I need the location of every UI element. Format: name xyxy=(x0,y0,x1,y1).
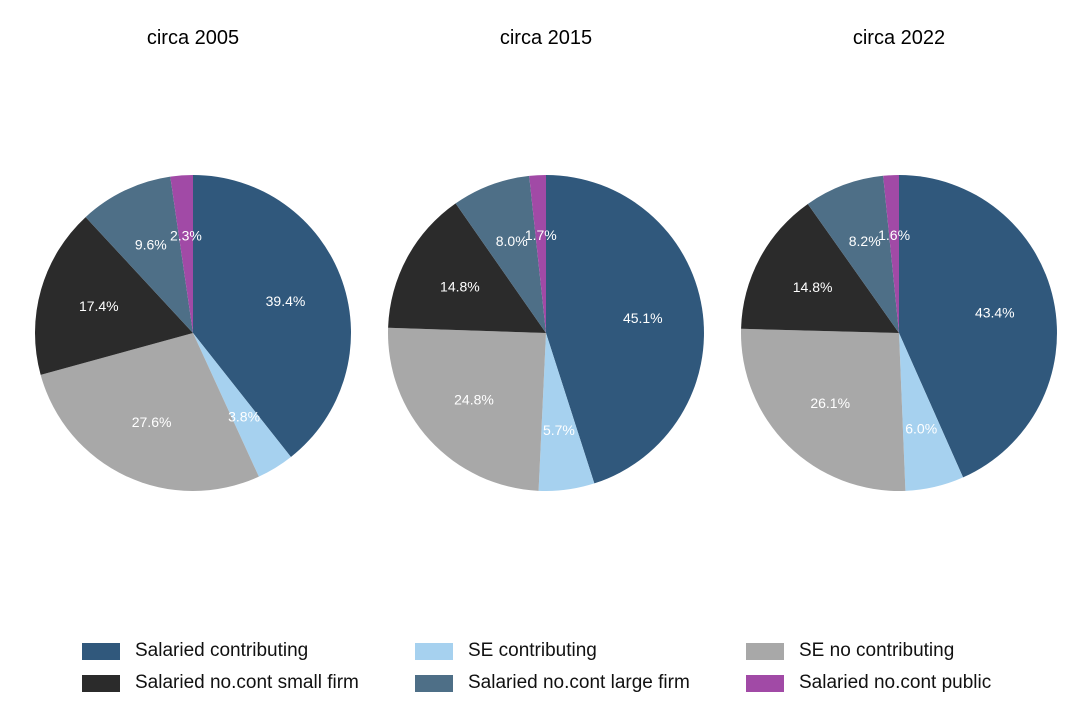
data-label: 5.7% xyxy=(543,422,575,438)
data-label: 1.7% xyxy=(525,227,557,243)
data-label: 1.6% xyxy=(878,227,910,243)
legend-item-se-no-contributing: SE no contributing xyxy=(746,640,954,662)
pie-slice-se-contributing xyxy=(538,333,595,491)
pie-slice-salaried-no-cont-public xyxy=(883,175,899,333)
pie-slice-salaried-no-cont-small-firm xyxy=(741,203,899,333)
pie-title: circa 2022 xyxy=(853,27,945,49)
pie-title: circa 2015 xyxy=(500,27,592,49)
pie-slice-salaried-no-cont-large-firm xyxy=(455,175,546,333)
pie-slice-salaried-no-cont-public xyxy=(170,175,193,333)
data-label: 17.4% xyxy=(79,298,119,314)
pie-slice-salaried-contributing xyxy=(546,175,704,484)
pie-slice-se-contributing xyxy=(899,333,964,491)
legend-swatch xyxy=(415,642,453,660)
data-label: 39.4% xyxy=(266,293,306,309)
data-label: 6.0% xyxy=(905,420,937,436)
data-label: 14.8% xyxy=(440,278,480,294)
legend-label: Salaried no.cont large firm xyxy=(468,672,690,693)
pie-chart-2: circa 2015 45.1% 5.7% 24.8% 14.8% 8.0%1.7% xyxy=(388,27,704,491)
legend-item-salaried-no-cont-public: Salaried no.cont public xyxy=(746,672,991,694)
legend-item-salaried-no-cont-large-firm: Salaried no.cont large firm xyxy=(415,672,690,694)
data-label: 9.6% xyxy=(135,237,167,253)
legend-item-se-contributing: SE contributing xyxy=(415,640,597,662)
pie-slice-salaried-no-cont-large-firm xyxy=(85,176,193,333)
pie-slice-se-contributing xyxy=(193,333,291,477)
legend-label: Salaried no.cont small firm xyxy=(135,672,359,693)
data-label: 2.3% xyxy=(170,227,202,243)
legend-swatch xyxy=(746,642,784,660)
data-label: 43.4% xyxy=(975,305,1015,321)
pie-slice-se-no-contributing xyxy=(40,333,259,492)
data-label: 14.8% xyxy=(793,279,833,295)
data-label: 8.2% xyxy=(849,233,881,249)
legend-label: SE contributing xyxy=(468,640,597,661)
legend-swatch xyxy=(746,674,784,692)
data-label: 8.0% xyxy=(496,233,528,249)
data-label: 26.1% xyxy=(810,395,850,411)
pie-chart-3: circa 2022 43.4% 6.0% 26.1% 14.8% 8.2%1.6% xyxy=(741,27,1057,492)
legend-label: Salaried contributing xyxy=(135,640,309,661)
legend-item-salaried-contributing: Salaried contributing xyxy=(82,640,308,662)
legend-item-salaried-no-cont-small-firm: Salaried no.cont small firm xyxy=(82,672,359,694)
legend-swatch xyxy=(415,674,453,692)
legend-swatch xyxy=(82,642,120,660)
data-label: 24.8% xyxy=(454,391,494,407)
pie-slice-salaried-no-cont-small-firm xyxy=(388,203,546,333)
pie-slice-salaried-contributing xyxy=(899,175,1057,478)
pie-slice-salaried-no-cont-large-firm xyxy=(807,175,899,333)
pie-slice-se-no-contributing xyxy=(388,327,546,491)
pie-slice-salaried-no-cont-public xyxy=(529,175,546,333)
pie-slice-salaried-contributing xyxy=(193,175,351,457)
legend-label: SE no contributing xyxy=(799,640,955,661)
pie-title: circa 2005 xyxy=(147,27,239,49)
data-label: 27.6% xyxy=(132,414,172,430)
data-label: 3.8% xyxy=(228,409,260,425)
pie-slice-se-no-contributing xyxy=(741,328,906,492)
pie-chart-1: circa 2005 39.4% 3.8% 27.6% 17.4% 9.6%2.3% xyxy=(34,27,351,492)
data-label: 45.1% xyxy=(623,310,663,326)
pie-slice-salaried-no-cont-small-firm xyxy=(34,217,193,375)
legend-swatch xyxy=(82,674,120,692)
legend-label: Salaried no.cont public xyxy=(799,672,992,693)
